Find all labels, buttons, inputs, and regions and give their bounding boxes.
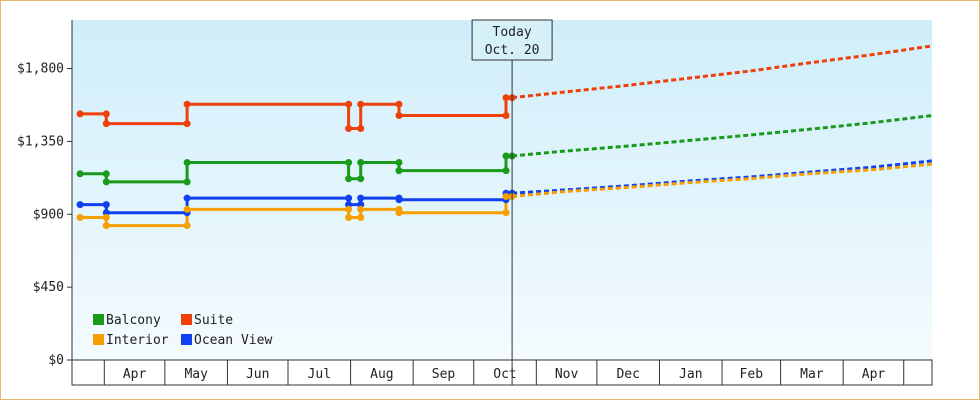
data-point-balcony-6 bbox=[345, 175, 353, 183]
data-point-balcony-4 bbox=[183, 159, 191, 166]
x-tick-label: Jul bbox=[308, 367, 331, 382]
series-lines bbox=[80, 44, 933, 228]
y-tick-label: $1,350 bbox=[17, 134, 64, 149]
data-point-interior-6 bbox=[345, 214, 353, 221]
x-tick-label: Sep bbox=[432, 367, 456, 382]
data-point-interior-8 bbox=[357, 205, 365, 213]
data-point-interior-1 bbox=[102, 214, 110, 221]
data-point-interior-11 bbox=[502, 209, 510, 217]
legend-label-interior: Interior bbox=[106, 333, 169, 348]
x-tick-label: Mar bbox=[800, 367, 824, 382]
legend-swatch-interior bbox=[93, 334, 104, 345]
today-label: Today bbox=[493, 25, 532, 40]
legend-label-balcony: Balcony bbox=[106, 313, 161, 328]
data-point-suite-12 bbox=[502, 94, 510, 102]
data-point-ocean-view-1 bbox=[102, 201, 110, 209]
data-point-balcony-11 bbox=[502, 167, 510, 175]
data-point-suite-2 bbox=[102, 120, 110, 128]
forecast-line-suite bbox=[511, 44, 933, 100]
x-tick-label: Nov bbox=[555, 367, 579, 382]
x-tick-label: May bbox=[184, 367, 208, 382]
data-point-ocean-view-4 bbox=[183, 194, 191, 202]
data-point-suite-0 bbox=[76, 110, 84, 118]
today-marker: Today Oct. 20 bbox=[471, 19, 553, 385]
x-tick-label: Oct bbox=[493, 367, 516, 382]
data-point-balcony-12 bbox=[502, 152, 510, 160]
data-point-balcony-7 bbox=[357, 175, 365, 183]
x-tick-label: Apr bbox=[862, 367, 886, 382]
data-point-suite-3 bbox=[183, 120, 191, 128]
data-point-ocean-view-2 bbox=[102, 209, 110, 217]
data-point-ocean-view-0 bbox=[76, 201, 84, 209]
data-point-balcony-5 bbox=[345, 159, 353, 166]
data-point-ocean-view-10 bbox=[395, 196, 403, 204]
data-point-interior-3 bbox=[183, 222, 191, 230]
data-point-suite-6 bbox=[345, 125, 353, 132]
data-point-suite-9 bbox=[395, 100, 403, 108]
data-point-suite-10 bbox=[395, 112, 403, 119]
data-point-interior-0 bbox=[76, 214, 84, 221]
legend-label-ocean-view: Ocean View bbox=[194, 333, 272, 348]
data-point-balcony-10 bbox=[395, 167, 403, 175]
data-point-balcony-2 bbox=[102, 178, 110, 186]
data-point-interior-12 bbox=[502, 193, 510, 200]
data-point-balcony-0 bbox=[76, 170, 84, 178]
x-axis-band bbox=[71, 359, 933, 386]
x-tick-label: Jan bbox=[679, 367, 702, 382]
data-point-interior-7 bbox=[357, 214, 365, 221]
x-tick-label: Dec bbox=[616, 367, 639, 382]
data-point-suite-5 bbox=[345, 100, 353, 108]
y-tick-label: $1,800 bbox=[17, 62, 64, 77]
data-point-balcony-9 bbox=[395, 159, 403, 166]
data-point-interior-10 bbox=[395, 209, 403, 217]
data-point-ocean-view-8 bbox=[357, 194, 365, 202]
series-points bbox=[76, 94, 516, 230]
data-point-ocean-view-7 bbox=[357, 201, 365, 209]
data-point-balcony-8 bbox=[357, 159, 365, 166]
data-point-interior-4 bbox=[183, 205, 191, 213]
plot-area bbox=[72, 20, 932, 360]
data-point-suite-4 bbox=[183, 100, 191, 108]
x-tick-label: Jun bbox=[246, 367, 269, 382]
legend: Balcony Suite Interior Ocean View bbox=[93, 313, 272, 348]
legend-swatch-balcony bbox=[93, 314, 104, 325]
legend-swatch-ocean-view bbox=[181, 334, 192, 345]
data-point-balcony-1 bbox=[102, 170, 110, 178]
series-line-suite bbox=[80, 96, 513, 130]
data-point-balcony-3 bbox=[183, 178, 191, 186]
axes: $0 $450 $900 $1,350 $1,800 Apr May Jun Jul Aug Sep… bbox=[17, 20, 933, 386]
data-point-suite-1 bbox=[102, 110, 110, 118]
data-point-suite-11 bbox=[502, 112, 510, 119]
x-tick-label: Feb bbox=[740, 367, 764, 382]
data-point-suite-7 bbox=[357, 125, 365, 132]
data-point-suite-8 bbox=[357, 100, 365, 108]
y-tick-label: $450 bbox=[33, 280, 64, 295]
y-tick-label: $0 bbox=[48, 353, 64, 368]
series-line-balcony bbox=[80, 154, 513, 184]
series-line-ocean-view bbox=[80, 191, 513, 215]
x-tick-label: Apr bbox=[123, 367, 147, 382]
today-date: Oct. 20 bbox=[485, 43, 540, 58]
legend-swatch-suite bbox=[181, 314, 192, 325]
data-point-ocean-view-5 bbox=[345, 194, 353, 202]
y-tick-label: $900 bbox=[33, 207, 64, 222]
legend-label-suite: Suite bbox=[194, 313, 233, 328]
series-line-interior bbox=[80, 195, 513, 228]
today-box bbox=[471, 19, 553, 61]
data-point-ocean-view-6 bbox=[345, 201, 353, 209]
data-point-interior-5 bbox=[345, 205, 353, 213]
x-tick-label: Aug bbox=[370, 367, 393, 382]
data-point-interior-2 bbox=[102, 222, 110, 230]
